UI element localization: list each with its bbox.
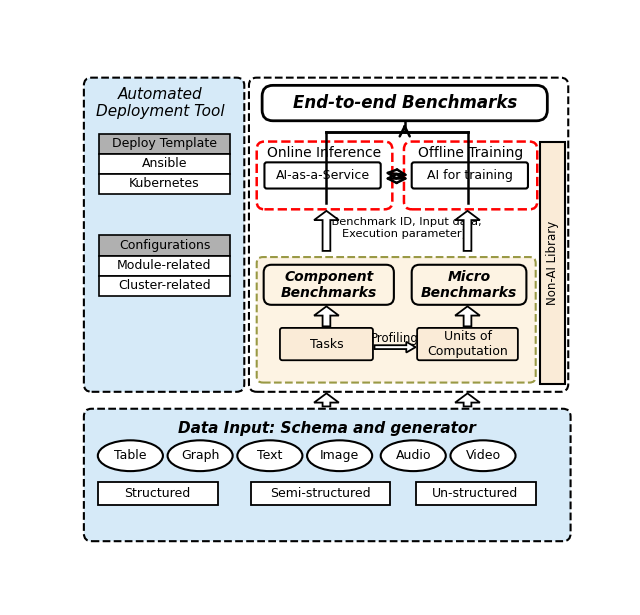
Ellipse shape — [451, 440, 516, 471]
Text: Micro
Benchmarks: Micro Benchmarks — [421, 270, 517, 300]
Text: (Benchmark ID, Input data,
Execution parameter): (Benchmark ID, Input data, Execution par… — [326, 217, 481, 239]
Text: Online Inference: Online Inference — [267, 146, 381, 160]
Text: Kubernetes: Kubernetes — [129, 177, 200, 191]
Text: AI for training: AI for training — [427, 169, 513, 182]
Ellipse shape — [98, 440, 163, 471]
Bar — [250, 482, 390, 505]
Text: Non-AI Library: Non-AI Library — [547, 220, 559, 304]
FancyBboxPatch shape — [412, 265, 527, 305]
Bar — [99, 174, 230, 194]
Bar — [540, 141, 565, 384]
Text: Configurations: Configurations — [119, 239, 210, 252]
FancyBboxPatch shape — [262, 85, 547, 121]
Text: Structured: Structured — [124, 487, 191, 500]
FancyBboxPatch shape — [257, 257, 536, 383]
FancyBboxPatch shape — [84, 409, 571, 541]
Text: Graph: Graph — [181, 449, 220, 462]
Bar — [99, 236, 230, 255]
Text: AI-as-a-Service: AI-as-a-Service — [275, 169, 370, 182]
FancyBboxPatch shape — [417, 328, 518, 360]
Text: Un-structured: Un-structured — [432, 487, 518, 500]
Polygon shape — [374, 342, 415, 352]
Text: Cluster-related: Cluster-related — [118, 279, 211, 292]
Text: Audio: Audio — [396, 449, 431, 462]
Text: Table: Table — [114, 449, 147, 462]
Text: Tasks: Tasks — [310, 338, 343, 351]
Text: Ansible: Ansible — [141, 157, 188, 170]
Bar — [98, 482, 218, 505]
FancyBboxPatch shape — [264, 265, 394, 305]
Bar — [99, 134, 230, 154]
Polygon shape — [455, 394, 480, 407]
Text: Automated
Deployment Tool: Automated Deployment Tool — [96, 87, 225, 119]
Text: Component
Benchmarks: Component Benchmarks — [281, 270, 377, 300]
Polygon shape — [314, 394, 339, 407]
Text: Deploy Template: Deploy Template — [112, 137, 217, 151]
Polygon shape — [455, 211, 480, 251]
FancyBboxPatch shape — [404, 141, 537, 209]
Text: Profiling: Profiling — [371, 332, 419, 345]
FancyBboxPatch shape — [257, 141, 392, 209]
Text: Video: Video — [465, 449, 500, 462]
Text: Semi-structured: Semi-structured — [270, 487, 371, 500]
Text: Text: Text — [257, 449, 283, 462]
Ellipse shape — [168, 440, 233, 471]
Text: Image: Image — [320, 449, 359, 462]
Bar — [415, 482, 536, 505]
Bar — [99, 255, 230, 276]
FancyBboxPatch shape — [264, 162, 381, 189]
FancyBboxPatch shape — [280, 328, 373, 360]
Ellipse shape — [237, 440, 303, 471]
FancyBboxPatch shape — [249, 77, 568, 392]
Text: Offline Training: Offline Training — [418, 146, 524, 160]
Polygon shape — [314, 211, 339, 251]
Text: Module-related: Module-related — [117, 259, 212, 272]
Bar — [99, 154, 230, 174]
FancyBboxPatch shape — [412, 162, 528, 189]
Text: Data Input: Schema and generator: Data Input: Schema and generator — [179, 421, 476, 435]
FancyBboxPatch shape — [84, 77, 244, 392]
Polygon shape — [314, 306, 339, 327]
Text: Units of
Computation: Units of Computation — [427, 330, 508, 358]
Ellipse shape — [381, 440, 446, 471]
Ellipse shape — [307, 440, 372, 471]
Polygon shape — [455, 306, 480, 327]
Bar — [99, 276, 230, 296]
Text: End-to-end Benchmarks: End-to-end Benchmarks — [292, 94, 517, 112]
